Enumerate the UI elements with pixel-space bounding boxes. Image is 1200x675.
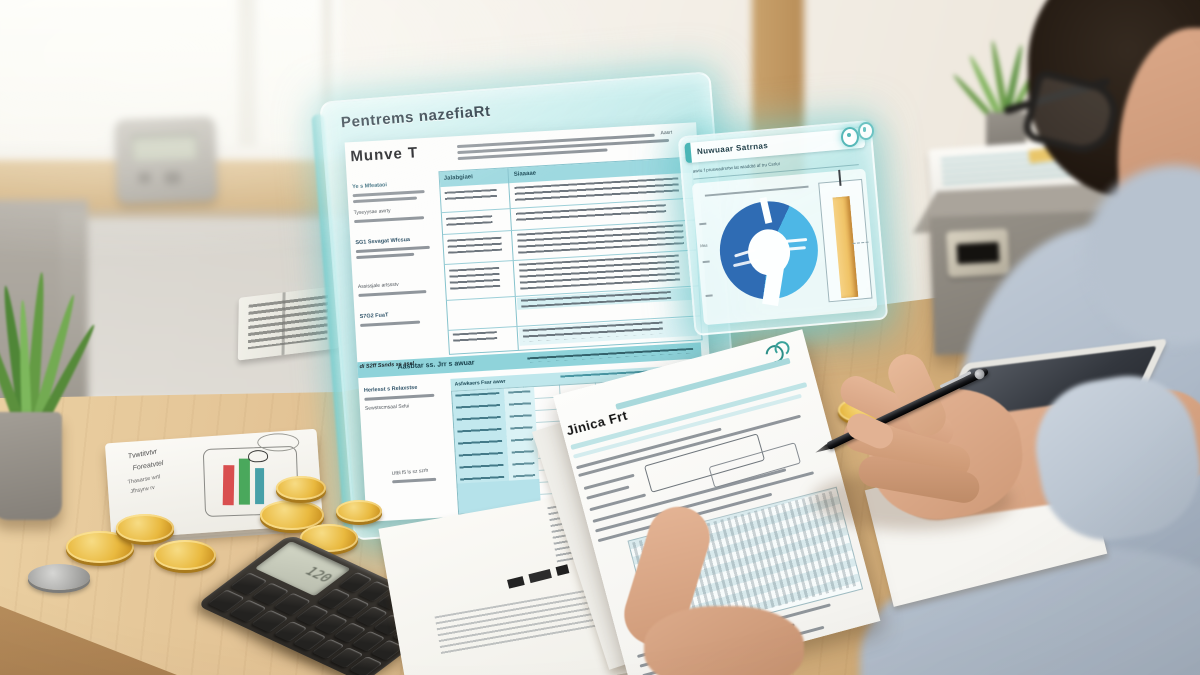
summary-table: Jalabgiaei Siaaaae	[438, 156, 703, 355]
doc-corner-note: Aasrt	[660, 129, 673, 137]
doc-left-note: S7G2 FuaT	[359, 312, 389, 320]
calculator-display-value: 120	[300, 565, 336, 586]
summary-col2-header: Siaaaae	[513, 170, 537, 178]
box-front	[929, 210, 1123, 356]
banknote-fold	[281, 292, 286, 356]
gold-coin	[116, 514, 174, 542]
box-top	[912, 180, 1149, 234]
yellow-tab	[1028, 141, 1104, 164]
brochure-line: Jfhsyrw rv	[129, 484, 156, 496]
teal-tab	[1080, 170, 1141, 181]
doc-left-note: Tyseyysae awrty	[353, 208, 391, 217]
paper-mark	[555, 564, 570, 576]
bar-antenna	[838, 169, 842, 186]
paper-mark	[528, 569, 552, 584]
clock-button	[164, 171, 181, 185]
desk-clock	[114, 116, 218, 204]
clock-button	[138, 172, 151, 183]
gold-coin	[154, 540, 216, 570]
gold-coin	[336, 500, 382, 522]
window	[0, 0, 340, 155]
screen-title: Pentrems nazefiaRt	[340, 102, 492, 132]
doc-left-note: Ye s Mfeataoi	[352, 182, 388, 191]
desk-front-edge	[0, 606, 200, 675]
panel-title: Nuwuaar Satrnas	[696, 141, 769, 157]
brochure-bar-green	[238, 458, 250, 505]
silver-coin	[28, 564, 90, 590]
person-shoulder	[1085, 165, 1200, 345]
donut-chart	[711, 192, 827, 309]
circle-badge-icon	[858, 122, 874, 140]
brochure-bar-teal	[255, 468, 265, 505]
doc-left-note: Assissjale artssstv	[357, 281, 399, 291]
brochure-line: Tvwtitvtvr	[127, 448, 158, 461]
bar-chart	[818, 169, 873, 303]
small-plant-pot	[986, 112, 1026, 154]
brochure-line: Thasarse wrtl	[127, 474, 161, 486]
plant-pot	[0, 412, 62, 520]
box-label	[956, 241, 1000, 265]
brochure-badge	[257, 433, 300, 452]
bar	[832, 195, 859, 299]
axis-note: Mss	[700, 242, 708, 249]
brochure-figure	[247, 449, 269, 463]
doc-left-note: Sewstscmsaal Sxfui	[364, 403, 410, 412]
eyeglasses-lens	[1020, 68, 1124, 160]
box-side	[1105, 213, 1155, 355]
eyeglasses-temple	[1003, 76, 1111, 116]
dashed-line	[852, 241, 869, 244]
panel-title-accent	[684, 142, 692, 164]
gold-coin	[276, 476, 326, 500]
doc-left-note: Ufbl f5 ls sz szrh	[391, 467, 429, 478]
box-label-holder	[945, 228, 1011, 278]
paper-mark	[507, 576, 525, 589]
brochure-line: Foreatvtel	[132, 459, 165, 473]
clock-display	[131, 132, 198, 162]
brochure-bar-red	[222, 465, 235, 506]
panel-chart-area: Mss	[691, 168, 878, 326]
doc-left-note: SG1 Ssvagat Wfcsua	[355, 236, 411, 247]
banknote	[237, 285, 341, 361]
circle-badge-icon	[841, 127, 859, 147]
side-holo-panel: Nuwuaar Satrnas awru f pruswadrsrtw lat …	[677, 119, 889, 337]
person-face	[1118, 28, 1200, 298]
box-papers	[928, 134, 1147, 208]
doc-left-note: Herlesst s Relaxstse	[363, 384, 418, 394]
left-hand-fingers	[644, 606, 804, 675]
doc-heading: Munve T	[349, 144, 419, 166]
window-frame	[238, 0, 254, 160]
subtable-heading: Asfwkaers Fsar awwr	[454, 378, 506, 388]
person-hair	[1028, 0, 1200, 200]
